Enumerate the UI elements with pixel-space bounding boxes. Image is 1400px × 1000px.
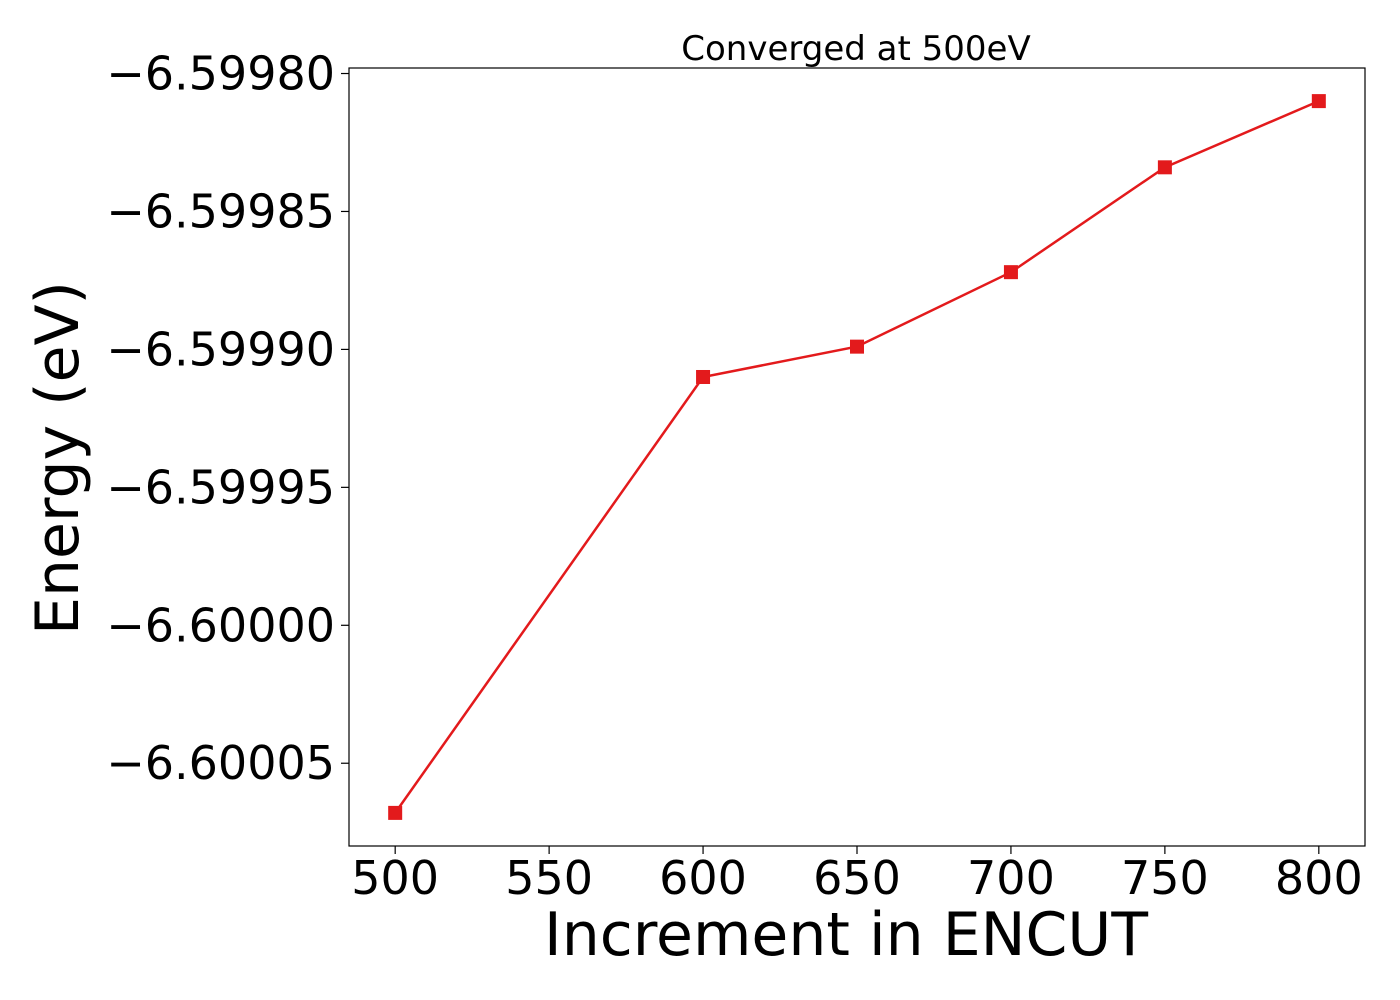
x-tick-label: 550: [505, 851, 593, 905]
y-tick-label: −6.60000: [106, 598, 335, 652]
x-tick-label: 800: [1275, 851, 1363, 905]
x-axis: 500 550 600 650 700 750 800: [351, 846, 1363, 905]
series-energy: [388, 94, 1326, 820]
x-tick-label: 700: [967, 851, 1055, 905]
data-point-marker: [1157, 160, 1172, 175]
x-tick-label: 600: [659, 851, 747, 905]
x-tick-label: 750: [1121, 851, 1209, 905]
data-point-marker: [1003, 265, 1018, 280]
chart-title: Converged at 500eV: [681, 29, 1030, 69]
data-point-marker: [696, 369, 711, 384]
x-tick-label: 650: [813, 851, 901, 905]
x-axis-title: Increment in ENCUT: [544, 900, 1148, 970]
plot-area: [348, 67, 1366, 847]
y-tick-label: −6.59980: [106, 47, 335, 101]
data-point-marker: [1311, 94, 1326, 109]
data-point-marker: [850, 339, 864, 354]
y-axis: −6.59980 −6.59985 −6.59990 −6.59995 −6.60000…: [106, 47, 349, 790]
y-tick-label: −6.59985: [106, 184, 335, 238]
y-tick-label: −6.59990: [106, 322, 335, 376]
y-tick-label: −6.59995: [106, 460, 335, 514]
series-line: [394, 99, 1320, 814]
data-point-marker: [388, 805, 403, 820]
x-tick-label: 500: [351, 851, 439, 905]
y-tick-label: −6.60005: [106, 736, 335, 790]
y-axis-title: Energy (eV): [23, 281, 93, 635]
